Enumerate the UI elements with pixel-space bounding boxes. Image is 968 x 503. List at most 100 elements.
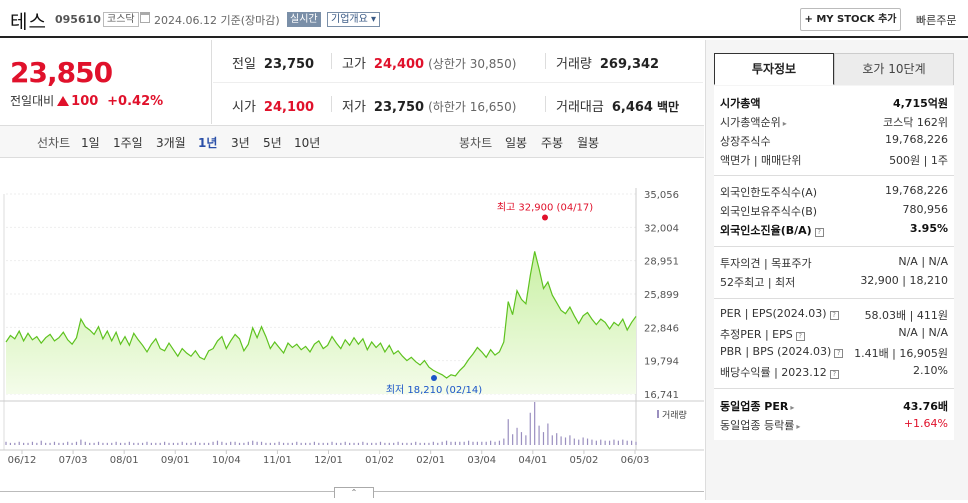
quick-order-link[interactable]: 빠른주문 — [916, 14, 957, 27]
industry-rate-label: 동일업종 등락률 — [720, 419, 795, 432]
dividend-value: 2.10% — [913, 364, 948, 377]
company-info-dropdown[interactable]: 기업개요 ▾ — [327, 12, 380, 27]
est-per-label: 추정PER | EPS — [720, 328, 793, 341]
volume-bar — [260, 441, 263, 445]
volume-bar — [309, 442, 311, 445]
x-tick-label: 04/01 — [518, 455, 547, 466]
period-3y[interactable]: 3년 — [231, 136, 250, 150]
volume-bar — [538, 425, 540, 445]
volume-bar — [18, 441, 20, 445]
est-per-row: 추정PER | EPS? N/A | N/A — [720, 326, 948, 344]
info-icon[interactable]: ? — [834, 349, 844, 358]
x-tick-label: 06/12 — [8, 455, 37, 466]
volume-bar — [454, 441, 456, 445]
x-tick-label: 02/01 — [416, 455, 445, 466]
pbr-value: 1.41배 | 16,905원 — [854, 347, 948, 360]
y-tick-label: 32,004 — [644, 223, 679, 234]
info-icon[interactable]: ? — [814, 228, 824, 237]
info-icon[interactable]: ? — [795, 332, 805, 341]
price-line — [5, 251, 637, 379]
par-value: 500원 | 1주 — [889, 154, 948, 167]
foreign-ratio-label: 외국인소진율(B/A) — [720, 224, 812, 237]
volume-bar — [327, 442, 329, 445]
foreign-ratio-row: 외국인소진율(B/A)? 3.95% — [720, 222, 948, 240]
period-3m[interactable]: 3개월 — [156, 136, 186, 150]
volume-bar — [14, 442, 16, 445]
x-tick-label: 01/02 — [365, 455, 394, 466]
period-1d[interactable]: 1일 — [81, 136, 100, 150]
tab-invest-info[interactable]: 투자정보 — [714, 53, 834, 85]
volume-bar — [67, 441, 69, 445]
open-price: 시가 24,100 — [232, 96, 314, 115]
y-tick-label: 25,899 — [644, 290, 679, 301]
volume-bar — [313, 441, 315, 445]
arrow-right-icon: ▸ — [796, 422, 801, 431]
volume-bar — [190, 442, 192, 445]
volume-bar — [49, 442, 51, 445]
tab-hoga-10[interactable]: 호가 10단계 — [834, 53, 954, 85]
volume-bar — [432, 441, 434, 445]
price-chart-area[interactable]: 35,056 32,004 28,951 25,899 22,846 19,794 16,7… — [0, 160, 704, 500]
divider — [545, 53, 546, 69]
volume-bar — [203, 442, 205, 445]
my-stock-add-button[interactable]: + MY STOCK 추가 — [800, 8, 901, 31]
high-label: 고가 — [342, 57, 366, 72]
candle-daily[interactable]: 일봉 — [505, 136, 528, 150]
amount-value: 6,464 — [611, 100, 653, 115]
realtime-button[interactable]: 실시간 — [287, 12, 321, 27]
industry-rate-row[interactable]: 동일업종 등락률 ▸ +1.64% — [720, 417, 948, 435]
market-cap-label: 시가총액 — [720, 97, 761, 110]
arrow-right-icon: ▸ — [782, 119, 787, 128]
collapse-chart-button[interactable]: ⌃ — [334, 487, 374, 498]
high-value: 24,400 — [373, 57, 425, 72]
volume-bar — [62, 442, 64, 445]
volume-bar — [591, 439, 593, 445]
y-tick-label: 19,794 — [644, 357, 679, 368]
volume-bar — [181, 441, 183, 445]
volume-legend-label: 거래량 — [662, 409, 687, 421]
x-tick-label: 12/01 — [314, 455, 343, 466]
volume-bar — [186, 442, 188, 445]
prev-close: 전일 23,750 — [232, 53, 314, 72]
market-cap-value: 4,715억원 — [892, 97, 948, 110]
volume-bar — [238, 442, 241, 445]
low-value: 23,750 — [373, 100, 425, 115]
volume-bar — [208, 442, 210, 445]
rank-value: 코스닥 162위 — [883, 116, 948, 129]
period-1w[interactable]: 1주일 — [113, 136, 143, 150]
low-price: 저가 23,750 (하한가 16,650) — [342, 96, 516, 115]
calendar-icon — [140, 12, 150, 23]
volume-bar — [124, 442, 126, 445]
candle-weekly[interactable]: 주봉 — [541, 136, 564, 150]
divider — [714, 388, 954, 389]
volume-bar — [445, 440, 448, 445]
candle-monthly[interactable]: 월봉 — [577, 136, 600, 150]
volume-bar — [36, 442, 38, 445]
x-tick-label: 10/04 — [212, 455, 241, 466]
volume: 거래량 269,342 — [556, 53, 659, 72]
industry-per-row[interactable]: 동일업종 PER ▸ 43.76배 — [720, 398, 948, 416]
volume-bar — [467, 440, 470, 445]
volume-bar — [349, 442, 351, 445]
rank-row[interactable]: 시가총액순위 ▸ 코스닥 162위 — [720, 114, 948, 132]
volume-bar — [556, 433, 558, 445]
volume-bar — [164, 441, 166, 445]
info-icon[interactable]: ? — [829, 370, 839, 379]
volume-bar — [71, 442, 73, 445]
low-point-marker — [431, 374, 437, 381]
volume-bar — [516, 427, 518, 445]
volume-bar — [476, 441, 478, 445]
info-icon[interactable]: ? — [829, 311, 839, 320]
volume-bar — [626, 440, 628, 445]
price-change: 전일대비 100 +0.42% — [10, 92, 163, 109]
volume-bar — [353, 442, 355, 445]
volume-bar — [375, 442, 377, 445]
volume-bar — [604, 440, 606, 445]
trade-amount: 거래대금 6,464 백만 — [556, 96, 679, 115]
arrow-right-icon: ▸ — [790, 403, 795, 412]
period-10y[interactable]: 10년 — [294, 136, 321, 150]
volume-bar — [155, 442, 157, 445]
period-1y[interactable]: 1년 — [198, 136, 218, 150]
volume-bar — [335, 442, 338, 445]
period-5y[interactable]: 5년 — [263, 136, 282, 150]
